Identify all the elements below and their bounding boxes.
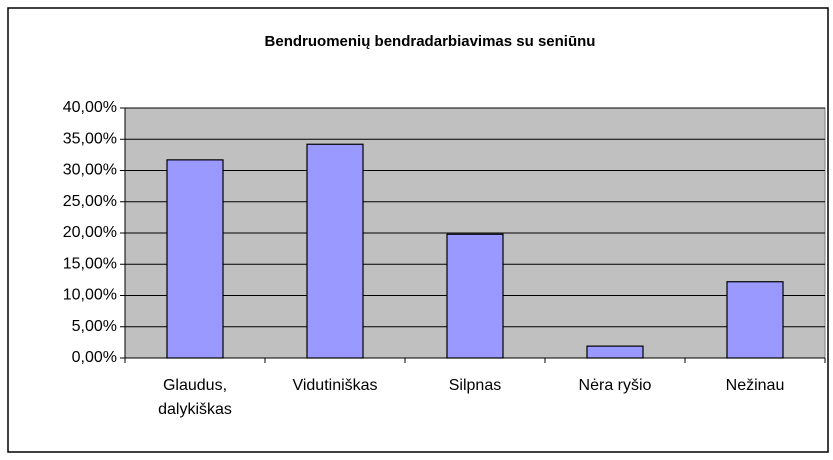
- bar: [726, 281, 784, 359]
- x-tick-label: Silpnas: [448, 377, 502, 394]
- bar: [446, 233, 504, 359]
- bar: [166, 159, 224, 359]
- bar: [586, 345, 644, 359]
- y-tick-label: 25,00%: [63, 193, 117, 210]
- x-tick-label: Nežinau: [725, 377, 785, 394]
- y-tick-label: 0,00%: [72, 349, 117, 366]
- x-tick-label: Glaudus, dalykiškas: [158, 377, 232, 418]
- x-tick-label: Nėra ryšio: [578, 377, 652, 394]
- y-tick-label: 35,00%: [63, 130, 117, 147]
- y-tick-label: 10,00%: [63, 287, 117, 304]
- chart-title: Bendruomenių bendradarbiavimas su seniūn…: [265, 33, 596, 50]
- y-tick-label: 20,00%: [63, 224, 117, 241]
- bar: [306, 143, 364, 359]
- y-tick-label: 30,00%: [63, 162, 117, 179]
- x-tick-label: Vidutiniškas: [292, 377, 378, 394]
- y-tick-label: 40,00%: [63, 99, 117, 116]
- y-tick-label: 5,00%: [72, 318, 117, 335]
- y-tick-label: 15,00%: [63, 255, 117, 272]
